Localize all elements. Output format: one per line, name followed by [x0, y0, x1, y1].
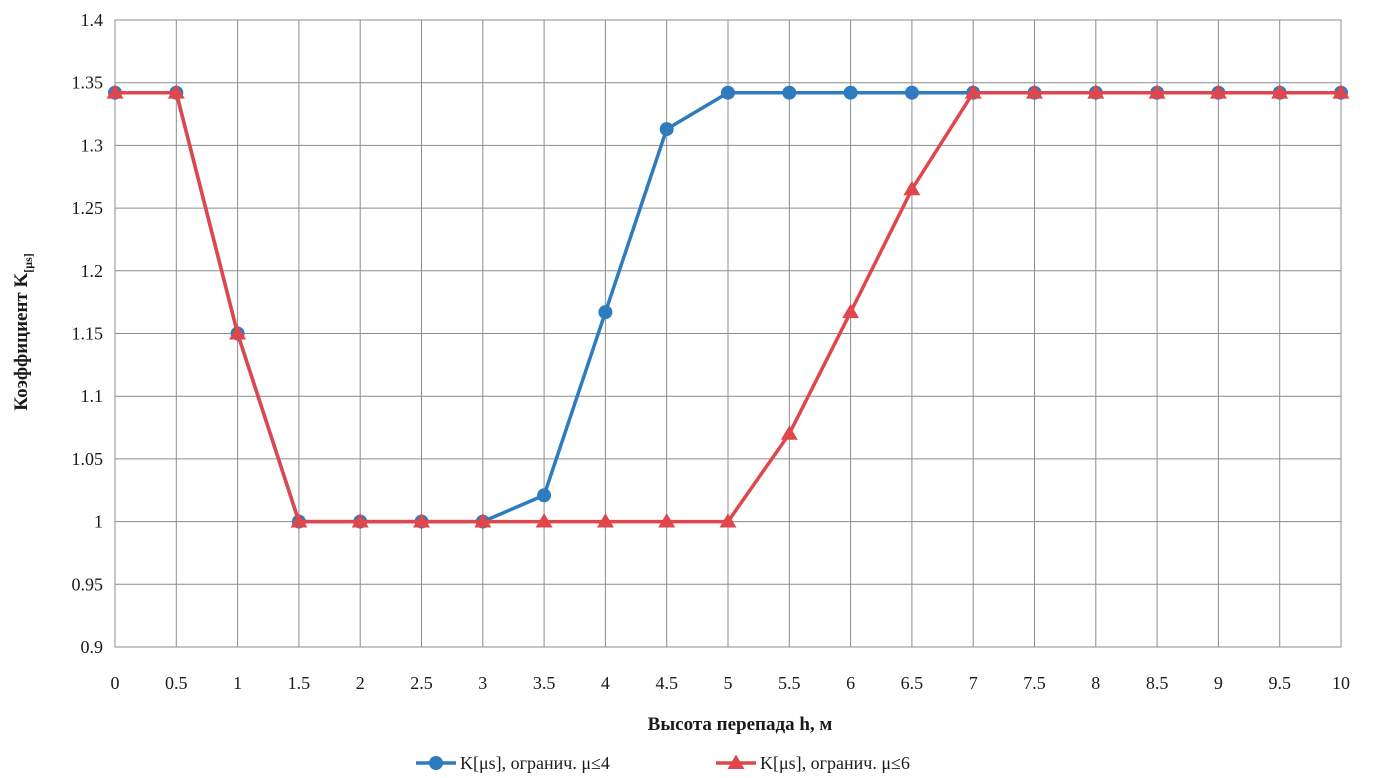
data-point: [537, 488, 552, 503]
data-point: [659, 122, 674, 137]
data-point: [596, 513, 614, 528]
y-tick-label: 1.3: [81, 135, 104, 155]
legend-swatch-marker: [727, 754, 745, 769]
x-tick-label: 9.5: [1268, 673, 1291, 693]
y-tick-label: 1.35: [72, 73, 104, 93]
x-tick-label: 0: [111, 673, 120, 693]
data-point: [964, 84, 982, 99]
data-point: [721, 85, 735, 100]
x-tick-label: 4.5: [655, 673, 678, 693]
series-layer: [106, 84, 1350, 529]
data-point: [658, 513, 676, 528]
data-point: [842, 303, 860, 319]
y-tick-label: 1.25: [72, 198, 104, 218]
data-point: [903, 180, 921, 196]
data-point: [106, 84, 124, 99]
data-point: [598, 305, 613, 320]
x-tick-label: 7: [969, 673, 978, 693]
data-point: [290, 513, 308, 528]
data-point: [167, 84, 185, 99]
y-tick-label: 1.4: [81, 10, 104, 30]
y-axis-ticks: 0.9 0.95 1 1.05 1.1 1.15 1.2 1.25 1.3 1.35 1.4: [72, 10, 104, 657]
x-axis-title: Высота перепада h, м: [648, 714, 833, 735]
data-point: [780, 425, 798, 440]
data-point: [782, 85, 797, 100]
x-tick-label: 5.5: [778, 673, 801, 693]
x-tick-label: 6: [846, 673, 855, 693]
x-axis-ticks: 0 0.5 1 1.5 2 2.5 3 3.5 4 4.5 5 5.5 6 6.5 7 7.5 8 8.5 9 9.5…: [111, 673, 1351, 693]
y-tick-label: 1.2: [81, 261, 104, 281]
data-point: [413, 513, 430, 528]
x-tick-label: 2.5: [410, 673, 433, 693]
y-axis-title: Коэффициент K[μs]: [11, 253, 35, 411]
data-point: [1087, 84, 1105, 99]
x-tick-label: 7.5: [1023, 673, 1046, 693]
data-point: [351, 513, 369, 528]
plot-frame: [114, 19, 1342, 648]
x-tick-label: 9: [1214, 673, 1223, 693]
data-point: [229, 325, 247, 340]
data-point: [719, 513, 737, 528]
x-tick-label: 4: [601, 673, 610, 693]
x-tick-label: 3.5: [533, 673, 556, 693]
data-point: [1271, 84, 1289, 99]
legend: K[μs], огранич. μ≤4 K[μs], огранич. μ≤6: [416, 753, 910, 773]
legend-item-2: K[μs], огранич. μ≤6: [716, 753, 910, 773]
x-tick-label: 10: [1332, 673, 1350, 693]
legend-item-1: K[μs], огранич. μ≤4: [416, 753, 610, 773]
x-tick-label: 1.5: [288, 673, 311, 693]
y-tick-label: 1.1: [81, 386, 104, 406]
legend-label: K[μs], огранич. μ≤6: [760, 753, 910, 773]
x-tick-label: 8.5: [1146, 673, 1169, 693]
data-point: [1148, 84, 1166, 99]
x-tick-label: 6.5: [901, 673, 924, 693]
data-point: [904, 85, 919, 100]
data-point: [1332, 84, 1350, 99]
data-point: [1026, 84, 1043, 99]
y-tick-label: 1: [94, 512, 103, 532]
data-point: [535, 513, 553, 528]
x-tick-label: 3: [478, 673, 487, 693]
x-tick-label: 2: [356, 673, 365, 693]
data-point: [843, 85, 858, 100]
y-axis-title-subscript: [μs]: [21, 253, 35, 272]
data-point: [1209, 84, 1227, 99]
data-point: [474, 513, 492, 528]
x-tick-label: 5: [724, 673, 733, 693]
y-tick-label: 0.95: [72, 574, 104, 594]
grid: [114, 19, 1342, 648]
x-tick-label: 0.5: [165, 673, 188, 693]
legend-swatch-marker: [429, 756, 443, 770]
y-axis-title-main: Коэффициент K: [11, 272, 32, 410]
legend-label: K[μs], огранич. μ≤4: [460, 753, 610, 773]
x-tick-label: 1: [233, 673, 242, 693]
y-tick-label: 0.9: [81, 637, 104, 657]
x-tick-label: 8: [1091, 673, 1100, 693]
y-tick-label: 1.05: [72, 449, 104, 469]
series-2: [106, 84, 1350, 528]
y-tick-label: 1.15: [72, 324, 104, 344]
